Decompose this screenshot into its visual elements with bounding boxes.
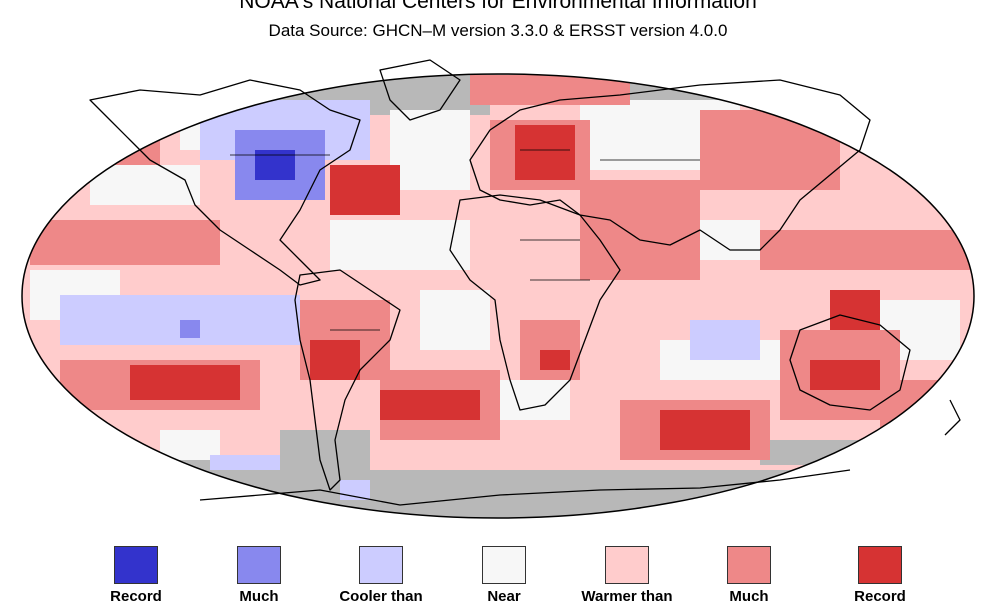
legend-label: Cooler than [339,588,423,605]
legend-record-warmest: Record [820,546,940,605]
south-america-coast [294,269,401,491]
africa-coast [449,194,621,411]
country-borders [230,149,700,331]
legend-near-average: Near [444,546,564,605]
legend-swatch [482,546,526,584]
near-average-cell [420,290,490,350]
record-warmest-cell [330,165,400,215]
much-warmer-cell [40,125,160,165]
record-warmest-cell [810,360,880,390]
legend-swatch [237,546,281,584]
near-average-cell [330,220,470,270]
much-cooler-cell [180,320,200,338]
record-warmest-cell [310,340,360,380]
legend-label: Near [487,588,521,605]
record-warmest-cell [380,390,480,420]
legend-swatch [114,546,158,584]
map-title: NOAA's National Centers for Environmenta… [239,0,757,13]
record-warmest-cell [515,125,575,180]
record-coldest-cell [255,150,295,180]
legend-much-warmer: Much [689,546,809,605]
legend-swatch [727,546,771,584]
legend-label: Record [854,588,906,605]
much-warmer-cell [580,180,700,280]
record-warmest-cell [130,365,240,400]
near-average-cell [390,110,470,190]
cooler-cell [210,455,280,470]
legend-label: Warmer than [581,588,673,605]
legend-swatch [605,546,649,584]
antarctica-coast [199,469,851,506]
legend-warmer: Warmer than [567,546,687,605]
antarctic-no-data [760,440,860,465]
coastlines [89,59,961,506]
much-warmer-cell [30,220,220,265]
cooler-cell [690,320,760,360]
legend-swatch [359,546,403,584]
legend-much-cooler: Much [199,546,319,605]
near-average-cell [90,165,200,205]
record-warmest-cell [660,410,750,450]
legend-record-coldest: Record [76,546,196,605]
globe-outline [21,73,975,519]
legend-cooler: Cooler than [321,546,441,605]
antarctic-no-data [280,430,370,475]
near-average-cell [500,380,570,420]
legend-label: Much [729,588,769,605]
record-warmest-cell [540,350,570,370]
greenland-coast [379,59,461,121]
new-zealand-coast [944,399,961,436]
legend-swatch [858,546,902,584]
map-subtitle: Data Source: GHCN–M version 3.3.0 & ERSS… [268,21,728,40]
much-warmer-cell [760,230,970,270]
north-america-coast [89,79,361,286]
legend-label: Much [239,588,279,605]
much-warmer-cell [700,110,840,190]
antarctic-no-data [22,470,974,518]
australia-coast [789,314,911,411]
record-warmest-cell [830,290,880,330]
legend-label: Record [110,588,162,605]
much-warmer-cell [880,380,960,430]
